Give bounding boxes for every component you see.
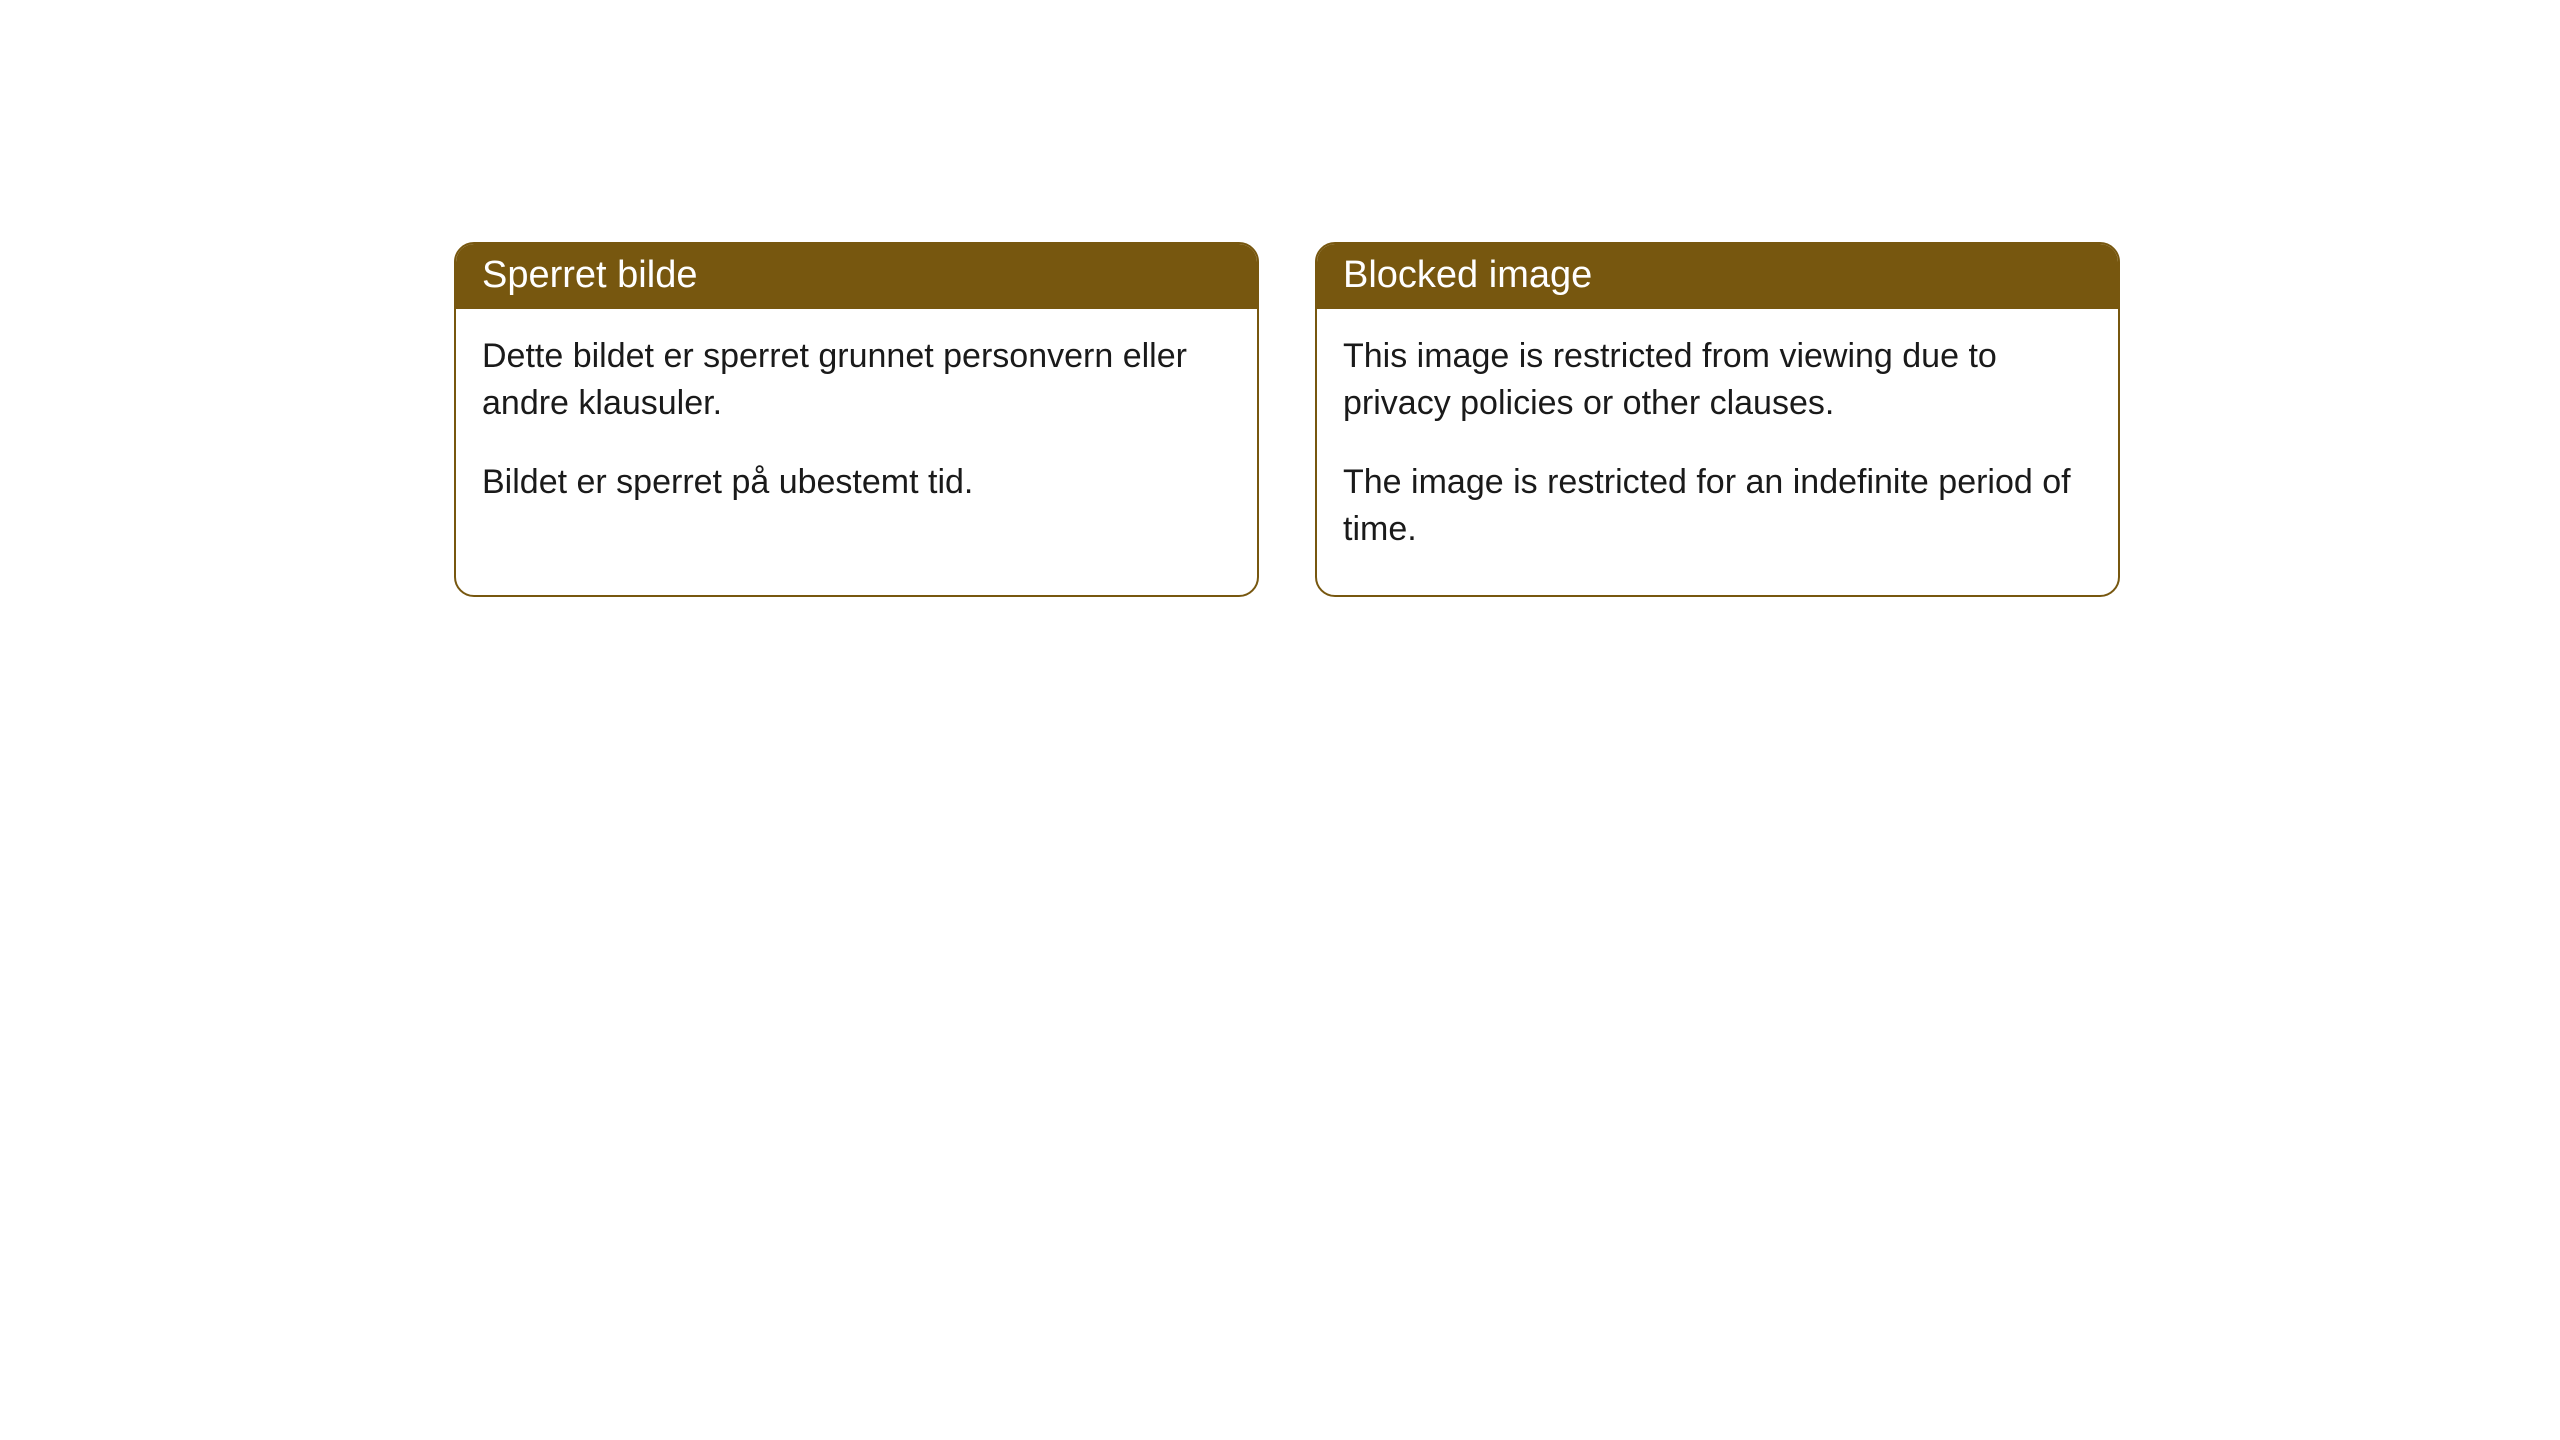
card-header: Sperret bilde xyxy=(456,244,1257,309)
card-paragraph: Dette bildet er sperret grunnet personve… xyxy=(482,333,1231,427)
notice-card-english: Blocked image This image is restricted f… xyxy=(1315,242,2120,597)
card-body: This image is restricted from viewing du… xyxy=(1317,309,2118,595)
card-paragraph: This image is restricted from viewing du… xyxy=(1343,333,2092,427)
card-paragraph: Bildet er sperret på ubestemt tid. xyxy=(482,459,1231,506)
card-paragraph: The image is restricted for an indefinit… xyxy=(1343,459,2092,553)
card-header: Blocked image xyxy=(1317,244,2118,309)
notice-container: Sperret bilde Dette bildet er sperret gr… xyxy=(454,242,2120,597)
card-body: Dette bildet er sperret grunnet personve… xyxy=(456,309,1257,548)
notice-card-norwegian: Sperret bilde Dette bildet er sperret gr… xyxy=(454,242,1259,597)
